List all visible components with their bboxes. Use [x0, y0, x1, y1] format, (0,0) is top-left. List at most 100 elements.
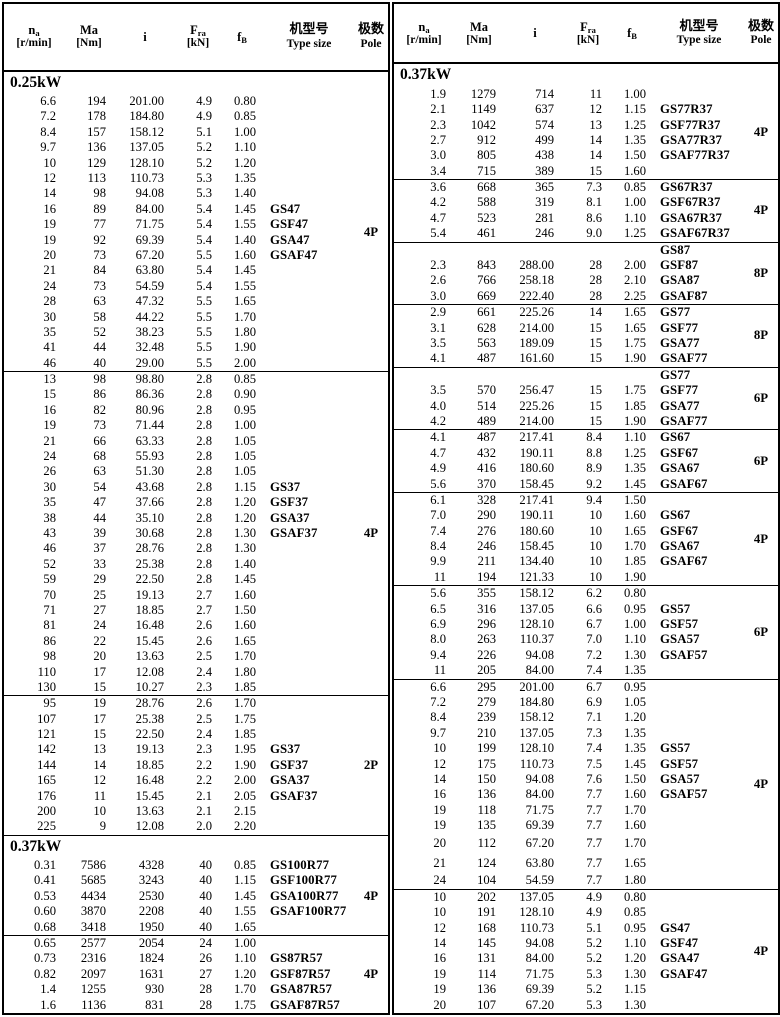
type-group: 4.1 487 217.41 8.4 1.10 GS67 4.7 432 190.11 8.8 1.… — [394, 429, 778, 492]
table-cell-i: 158.45 — [519, 476, 554, 491]
table-cell-fb: 1.20 — [623, 710, 646, 725]
table-cell-type: GSF47 — [270, 217, 309, 232]
table-cell-na: 24 — [43, 449, 56, 464]
table-cell-ma: 68 — [93, 449, 106, 464]
table-row: 0.68 3418 1950 40 1.65 — [4, 920, 354, 935]
table-cell-ma: 25 — [93, 587, 106, 602]
table-cell-ma: 668 — [477, 180, 496, 195]
table-cell-i: 128.10 — [519, 905, 554, 920]
table-cell-fb: 1.45 — [623, 756, 646, 771]
table-cell-i: 438 — [535, 148, 554, 163]
table-row: 6.5 316 137.05 6.6 0.95 GS57 — [394, 602, 744, 617]
table-cell-na: 0.65 — [33, 936, 56, 951]
table-row: 6.9 296 128.10 6.7 1.00 GSF57 — [394, 617, 744, 632]
table-cell-fb: 1.85 — [623, 554, 646, 569]
table-cell-fb: 1.70 — [623, 539, 646, 554]
table-cell-fra: 2.8 — [196, 510, 212, 525]
table-cell-ma: 210 — [477, 725, 496, 740]
table-cell-i: 94.08 — [525, 647, 554, 662]
table-cell-na: 4.2 — [430, 413, 446, 428]
table-cell-fb: 1.65 — [623, 305, 646, 320]
table-cell-i: 63.80 — [135, 263, 164, 278]
table-cell-fb: 1.70 — [233, 649, 256, 664]
table-cell-ma: 514 — [477, 398, 496, 413]
table-cell-na: 3.1 — [430, 320, 446, 335]
table-cell-ma: 15 — [93, 679, 106, 694]
table-cell-ma: 14 — [93, 757, 106, 772]
table-row: 26 63 51.30 2.8 1.05 — [4, 464, 354, 479]
table-cell-i: 217.41 — [519, 492, 554, 507]
table-cell-fra: 2.7 — [196, 602, 212, 617]
table-cell-fb: 1.75 — [233, 997, 256, 1012]
table-cell-na: 200 — [37, 804, 56, 819]
table-cell-fra: 2.4 — [196, 727, 212, 742]
table-cell-type: GSA57 — [660, 771, 700, 786]
table-cell-ma: 7586 — [80, 858, 106, 873]
table-row: 71 27 18.85 2.7 1.50 — [4, 603, 354, 618]
table-row: 4.7 523 281 8.6 1.10 GSA67R37 — [394, 211, 744, 226]
table-row: 19 135 69.39 7.7 1.60 — [394, 818, 744, 833]
table-cell-na: 0.41 — [33, 873, 56, 888]
table-cell-na: 81 — [43, 618, 56, 633]
table-cell-ma: 136 — [477, 982, 496, 997]
table-cell-fb: 1.65 — [233, 633, 256, 648]
table-cell-fb: 1.10 — [623, 430, 646, 445]
table-cell-na: 165 — [37, 773, 56, 788]
table-cell-ma: 98 — [93, 186, 106, 201]
table-cell-i: 15.45 — [135, 633, 164, 648]
table-cell-fb: 1.85 — [233, 679, 256, 694]
table-cell-fra: 7.2 — [586, 647, 602, 662]
table-cell-i: 18.85 — [135, 602, 164, 617]
table-cell-i: 137.05 — [129, 140, 164, 155]
type-group: 1.9 1279 714 11 1.00 2.1 1149 637 12 1.15 GS77R37 2… — [394, 87, 778, 179]
table-row: 81 24 16.48 2.6 1.60 — [4, 618, 354, 633]
table-cell-fb: 2.20 — [233, 819, 256, 834]
table-cell-fra: 4.9 — [196, 109, 212, 124]
table-cell-fra: 10 — [589, 523, 602, 538]
type-group: 0.65 2577 2054 24 1.00 0.73 2316 1824 26 1.10 GS87… — [4, 935, 388, 1013]
table-cell-i: 201.00 — [129, 94, 164, 109]
table-cell-ma: 328 — [477, 492, 496, 507]
table-cell-na: 16 — [43, 402, 56, 417]
pole-value: 2P — [363, 758, 379, 773]
table-cell-fra: 6.7 — [586, 679, 602, 694]
table-cell-ma: 263 — [477, 632, 496, 647]
table-cell-na: 20 — [43, 247, 56, 262]
table-cell-na: 19 — [433, 982, 446, 997]
table-cell-i: 12.08 — [135, 819, 164, 834]
table-cell-i: 110.73 — [519, 920, 554, 935]
table-row: 10 199 128.10 7.4 1.35 GS57 — [394, 741, 744, 756]
table-row: 14 150 94.08 7.6 1.50 GSA57 — [394, 772, 744, 787]
table-cell-na: 14 — [433, 771, 446, 786]
table-cell-fb: 1.05 — [623, 694, 646, 709]
table-cell-na: 110 — [37, 664, 56, 679]
table-cell-fra: 5.4 — [196, 278, 212, 293]
table-cell-fra: 9.2 — [586, 476, 602, 491]
group-rows: 3.6 668 365 7.3 0.85 GS67R37 4.2 588 319 8.1 1.00 G… — [394, 180, 744, 242]
table-cell-ma: 63 — [93, 464, 106, 479]
table-cell-type: GSA67 — [660, 461, 700, 476]
table-row: 4.7 432 190.11 8.8 1.25 GSF67 — [394, 446, 744, 461]
table-cell-na: 3.4 — [430, 163, 446, 178]
table-cell-fb: 1.50 — [623, 492, 646, 507]
table-cell-i: 158.12 — [519, 586, 554, 601]
table-cell-fra: 7.1 — [586, 710, 602, 725]
table-cell-fra: 5.4 — [196, 201, 212, 216]
fb-subscript: B — [631, 31, 637, 42]
type-group: GS77 3.5 570 256.47 15 1.75 GSF77 4.0 514 225.26 1… — [394, 366, 778, 430]
table-cell-type: GSAF77 — [660, 351, 708, 366]
table-cell-fra: 2.8 — [196, 418, 212, 433]
table-cell-na: 3.0 — [430, 148, 446, 163]
table-row: 3.1 628 214.00 15 1.65 GSF77 — [394, 321, 744, 336]
table-cell-fb: 1.60 — [623, 163, 646, 178]
table-cell-ma: 175 — [477, 756, 496, 771]
table-row: 9.7 136 137.05 5.2 1.10 — [4, 140, 354, 155]
table-cell-fra: 2.8 — [196, 433, 212, 448]
table-cell-ma: 2316 — [80, 951, 106, 966]
group-rows: 6.1 328 217.41 9.4 1.50 7.0 290 190.11 10 1.60 GS6… — [394, 493, 744, 585]
table-cell-type: GS47 — [660, 920, 691, 935]
table-cell-na: 12 — [433, 756, 446, 771]
table-row: 43 39 30.68 2.8 1.30 GSAF37 — [4, 526, 354, 541]
type-label-en: Type size — [676, 34, 722, 47]
